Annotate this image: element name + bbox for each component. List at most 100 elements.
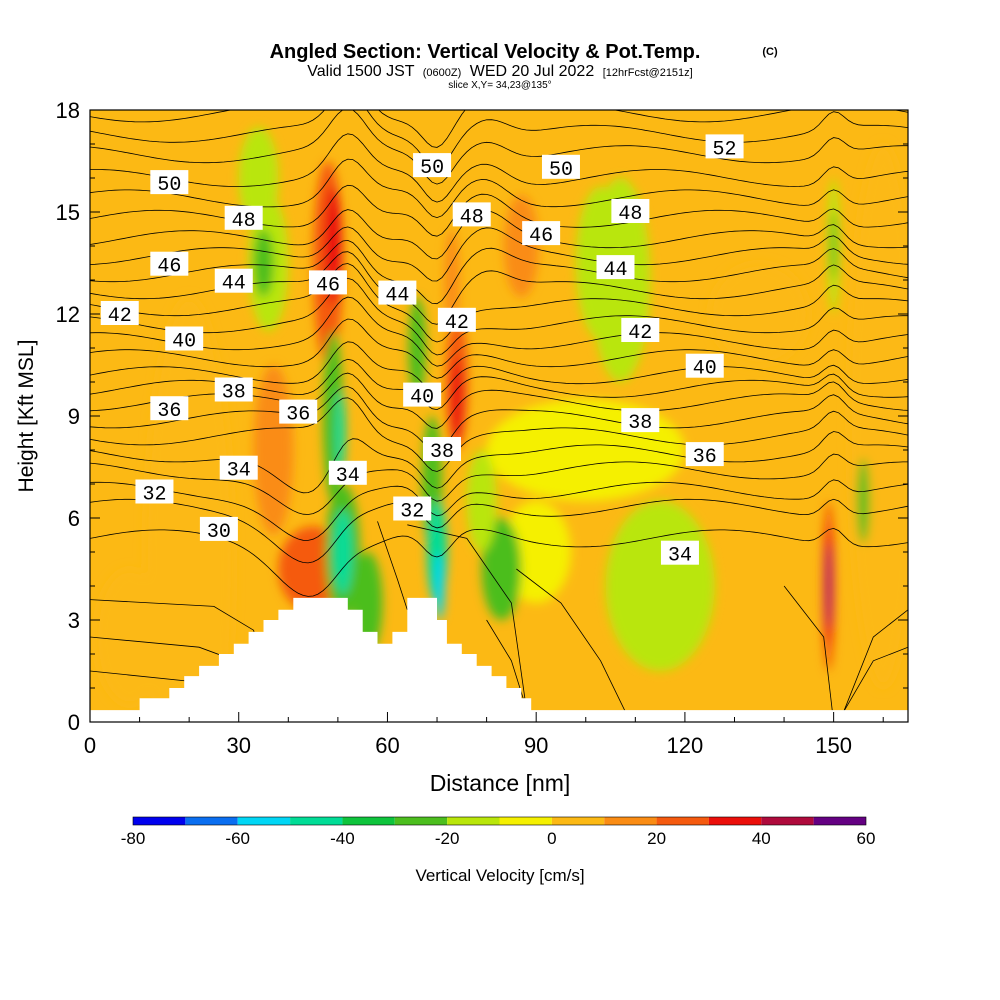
theta-contour-53 xyxy=(90,110,908,148)
contour-label-text: 34 xyxy=(227,460,251,483)
contour-label-box xyxy=(393,496,432,521)
velocity-cell-35 xyxy=(826,543,831,629)
colorbar-swatch xyxy=(656,817,709,825)
contour-label-text: 40 xyxy=(410,387,434,410)
contour-labels: 50 48 46 44 42 40 38 36 36 34 32 30 46 44 34 32 40 38 42 48… xyxy=(100,134,744,568)
contour-label-text: 36 xyxy=(286,404,310,427)
colorbar-swatch xyxy=(133,817,186,825)
colorbar-tick-label: -80 xyxy=(121,829,146,848)
contour-label-box xyxy=(328,460,367,485)
contour-label: 50 xyxy=(541,154,580,182)
y-tick-label: 6 xyxy=(68,506,80,531)
contour-label-text: 42 xyxy=(108,305,132,328)
colorbar-swatch xyxy=(813,817,866,825)
theta-contour-50 xyxy=(90,133,908,203)
theta-arc-4 xyxy=(407,524,527,709)
colorbar-label: Vertical Velocity [cm/s] xyxy=(415,866,584,885)
contour-label: 34 xyxy=(219,455,258,483)
chart-subtitle: Valid 1500 JST (0600Z) WED 20 Jul 2022 [… xyxy=(307,63,692,80)
contour-label: 52 xyxy=(705,134,744,161)
contour-label-text: 50 xyxy=(420,157,444,180)
theta-contour-32 xyxy=(90,479,908,541)
contour-label-text: 50 xyxy=(157,174,181,197)
contour-label-text: 42 xyxy=(445,312,469,335)
colorbar-tick-label: -60 xyxy=(225,829,250,848)
contour-label: 30 xyxy=(199,516,238,544)
colorbar-tick-label: 20 xyxy=(647,829,666,848)
velocity-cell-2 xyxy=(94,569,165,705)
contour-label-box xyxy=(150,170,189,195)
contour-label-box xyxy=(224,205,263,230)
contour-label: 50 xyxy=(150,170,189,197)
colorbar-swatch xyxy=(290,817,343,825)
colorbar-swatch xyxy=(708,817,762,825)
colorbar-swatch xyxy=(604,817,657,825)
contour-label-box xyxy=(422,437,461,461)
contour-label: 46 xyxy=(150,251,189,279)
colorbar-swatch xyxy=(499,817,552,825)
contour-label: 36 xyxy=(150,396,189,423)
theta-contours xyxy=(90,110,908,722)
velocity-cell-30 xyxy=(238,127,279,229)
x-tick-label: 60 xyxy=(375,733,399,758)
contour-label-text: 42 xyxy=(628,322,652,345)
contour-label-box xyxy=(279,399,318,424)
theta-contour-33 xyxy=(90,453,908,515)
theta-arc-9 xyxy=(843,646,908,713)
theta-contour-35 xyxy=(90,397,908,472)
contour-label-box xyxy=(541,154,580,179)
theta-arc-6 xyxy=(516,568,626,712)
contour-label: 48 xyxy=(224,205,263,233)
subtitle-fcst: [12hrFcst@2151z] xyxy=(603,67,693,79)
contour-label: 36 xyxy=(279,399,318,427)
velocity-cell-32 xyxy=(830,212,837,280)
colorbar-frame xyxy=(132,816,867,826)
contour-label-box xyxy=(150,251,189,276)
contour-label: 50 xyxy=(413,153,452,180)
contour-label-box xyxy=(165,326,204,351)
plot-area: 50 48 46 44 42 40 38 36 36 34 32 30 46 44 34 32 40 38 42 48… xyxy=(90,110,908,722)
contour-label: 38 xyxy=(422,437,461,464)
contour-label-box xyxy=(596,255,635,280)
y-tick-label: 0 xyxy=(68,710,80,735)
velocity-cell-36 xyxy=(857,458,870,544)
contour-label: 34 xyxy=(328,460,367,488)
colorbar-tick-label: 0 xyxy=(547,829,556,848)
contour-label: 36 xyxy=(685,442,724,469)
contour-label-text: 38 xyxy=(222,382,246,405)
contour-label: 34 xyxy=(660,540,699,568)
contour-label-text: 48 xyxy=(232,210,256,233)
contour-label-text: 38 xyxy=(430,441,454,464)
chart-title: Angled Section: Vertical Velocity & Pot.… xyxy=(270,41,701,63)
theta-contour-31 xyxy=(90,498,908,564)
contour-label-text: 44 xyxy=(385,285,409,308)
contour-label: 40 xyxy=(403,382,442,410)
contour-label-text: 40 xyxy=(172,331,196,354)
contour-label-box xyxy=(199,516,238,541)
colorbar-tick-label: 60 xyxy=(857,829,876,848)
colorbar-tick-label: 40 xyxy=(752,829,771,848)
contour-label-box xyxy=(378,280,417,305)
contour-label: 46 xyxy=(522,221,561,248)
contour-label-text: 44 xyxy=(222,273,246,296)
velocity-field xyxy=(94,127,908,722)
contour-label-text: 48 xyxy=(618,203,642,226)
contour-label-text: 34 xyxy=(336,465,360,488)
theta-arc-5 xyxy=(377,521,408,610)
velocity-cell-11 xyxy=(253,365,294,535)
theta-contour-42 xyxy=(90,277,908,356)
contour-label-text: 46 xyxy=(529,225,553,248)
x-axis-label: Distance [nm] xyxy=(430,770,571,796)
velocity-cell-22 xyxy=(434,552,445,620)
contour-label-text: 36 xyxy=(157,400,181,423)
contour-label-box xyxy=(100,301,139,325)
contour-label-text: 46 xyxy=(157,256,181,279)
contour-label-box xyxy=(452,202,491,227)
theta-contour-46 xyxy=(90,226,908,282)
contour-label-box xyxy=(685,353,724,378)
colorbar: -80 -60 -40 -20 0 20 40 60 xyxy=(121,816,876,848)
colorbar-swatch xyxy=(447,817,500,825)
colorbar-swatch xyxy=(237,817,291,825)
